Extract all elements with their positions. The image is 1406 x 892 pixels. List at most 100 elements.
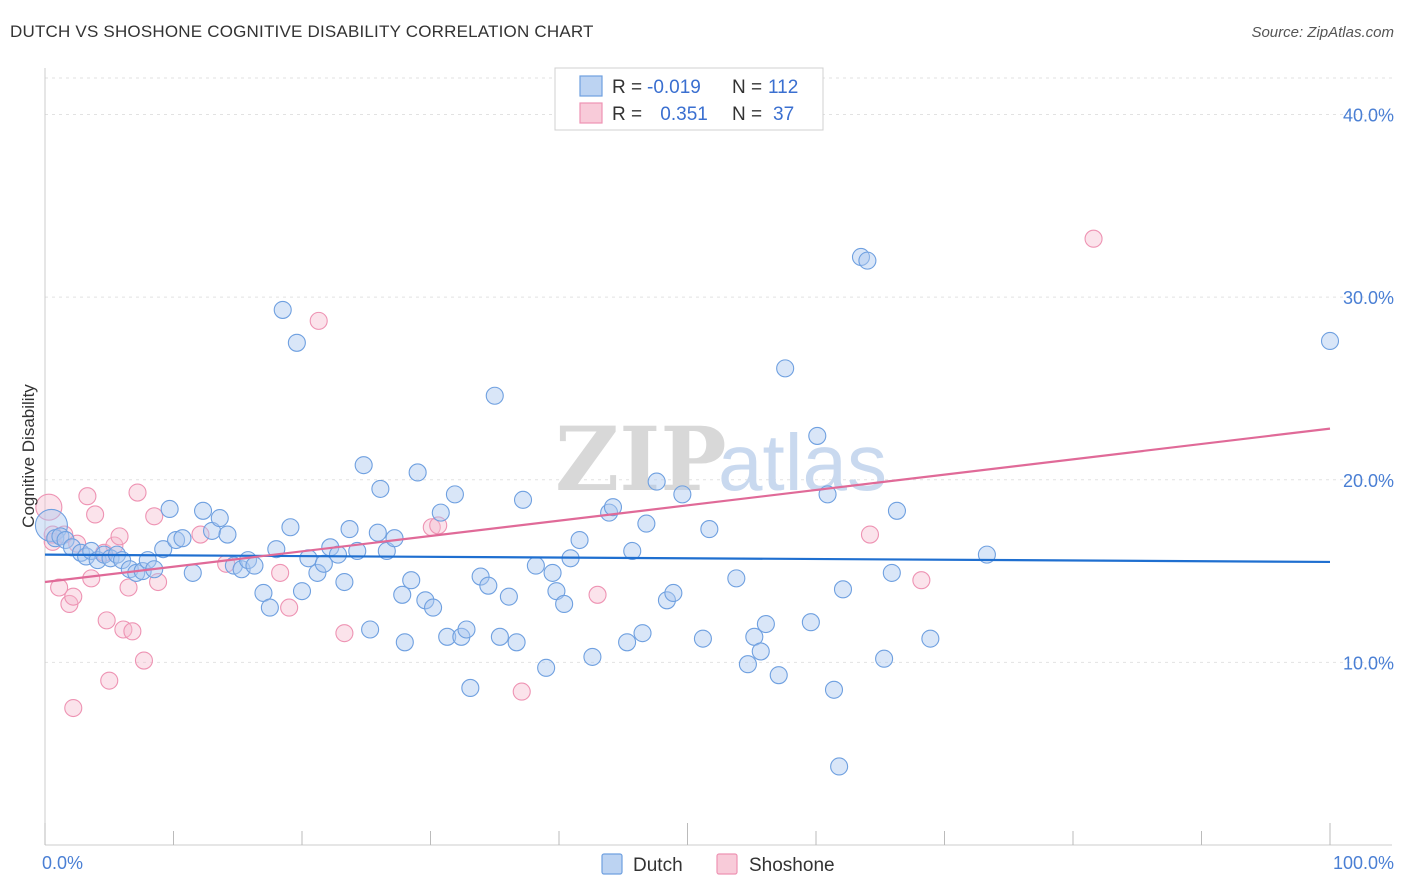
dutch-point [273, 300, 292, 319]
dutch-point [471, 567, 490, 586]
dutch-point [830, 757, 849, 776]
dutch-point [618, 633, 637, 652]
watermark-atlas: atlas [718, 418, 887, 507]
shoshone-point [123, 622, 142, 641]
dutch-point [824, 680, 844, 699]
shoshone-point [64, 698, 83, 718]
series-legend-dutch-label: Dutch [633, 855, 683, 876]
series-legend-shoshone-swatch [716, 853, 738, 875]
dutch-point [738, 655, 757, 674]
dutch-point [808, 426, 827, 445]
shoshone-point [50, 578, 69, 597]
dutch-point [260, 598, 279, 617]
dutch-point [583, 647, 602, 666]
trend-lines [44, 427, 1331, 584]
dutch-point [801, 613, 820, 632]
dutch-point [160, 499, 179, 519]
shoshone-point [1084, 229, 1103, 248]
dutch-point [507, 633, 526, 652]
dutch-point [882, 563, 901, 582]
shoshone-point [280, 598, 299, 617]
dutch-point [287, 333, 306, 352]
dutch-point [858, 251, 877, 270]
dutch-point [183, 563, 202, 582]
chart-title: DUTCH VS SHOSHONE COGNITIVE DISABILITY C… [10, 22, 594, 41]
dutch-point [543, 563, 562, 582]
y-tick-label-20: 20.0% [1343, 471, 1394, 491]
shoshone-point [78, 487, 97, 506]
dutch-point [637, 514, 656, 533]
dutch-point [210, 509, 229, 528]
dutch-point [633, 624, 652, 643]
shoshone-point [271, 563, 290, 582]
legend-shoshone-n-label: N = [732, 104, 762, 125]
dutch-point [603, 498, 623, 517]
dutch-point [751, 642, 770, 661]
dutch-point [513, 490, 533, 509]
x-tick-label-right: 100.0% [1333, 853, 1394, 873]
dutch-point [769, 666, 788, 685]
dutch-point [77, 547, 96, 566]
dutch-point [537, 658, 556, 677]
dutch-point [833, 580, 853, 599]
legend-dutch-swatch [579, 75, 603, 97]
dutch-point [555, 594, 574, 613]
dutch-point [438, 627, 457, 646]
dutch-point [673, 485, 692, 504]
dutch-point [308, 563, 327, 582]
y-tick-labels: 10.0% 20.0% 30.0% 40.0% [1343, 106, 1394, 674]
shoshone-point [110, 527, 129, 546]
dutch-point [479, 576, 498, 595]
y-axis-label: Cognitive Disability [19, 384, 38, 528]
shoshone-point [309, 311, 328, 330]
dutch-point [461, 678, 480, 697]
legend-shoshone-r-value: 0.351 [655, 104, 708, 125]
dutch-point [424, 598, 443, 617]
dutch-point [395, 633, 414, 652]
y-tick-label-10: 10.0% [1343, 653, 1394, 673]
shoshone-point [588, 585, 607, 604]
dutch-point [348, 541, 367, 561]
dutch-point [700, 520, 719, 539]
dutch-point [393, 585, 412, 604]
shoshone-point [64, 587, 83, 606]
legend-shoshone-r-label: R = [612, 104, 642, 125]
dutch-point [371, 479, 390, 498]
dutch-point [875, 649, 894, 668]
legend-shoshone-swatch [579, 102, 603, 124]
series-legend-dutch-swatch [601, 853, 623, 875]
dutch-point [526, 556, 545, 575]
dutch-point [570, 530, 589, 550]
dutch-point [431, 503, 450, 522]
dutch-point [756, 614, 775, 634]
shoshone-point [912, 571, 931, 590]
shoshone-point [100, 671, 119, 690]
dutch-point [664, 583, 683, 603]
dutch-point [354, 456, 373, 475]
dutch-point [335, 572, 354, 592]
shoshone-point [68, 534, 87, 553]
shoshone-point [35, 493, 63, 521]
legend-dutch-n-value: 112 [768, 77, 798, 98]
dutch-point [281, 518, 300, 537]
dutch-point [368, 523, 387, 542]
dutch-point [408, 463, 427, 482]
dutch-points [34, 247, 1340, 776]
watermark: ZIP atlas [555, 407, 887, 511]
stats-legend: R = -0.019 N = 112 R = 0.351 N = 37 [554, 67, 824, 131]
dutch-point [921, 629, 940, 648]
dutch-point [499, 587, 518, 606]
legend-dutch-r-label: R = [612, 77, 642, 98]
dutch-point [416, 591, 435, 610]
legend-shoshone-n-value: 37 [773, 104, 794, 125]
dutch-point [361, 620, 380, 639]
shoshone-trend-line [44, 427, 1331, 584]
shoshone-point [191, 525, 210, 544]
shoshone-point [860, 525, 880, 544]
dutch-point [887, 501, 907, 520]
dutch-point [245, 556, 264, 575]
source-label: Source: ZipAtlas.com [1251, 24, 1394, 41]
x-tick-label-left: 0.0% [42, 853, 83, 873]
dutch-point [56, 530, 75, 550]
